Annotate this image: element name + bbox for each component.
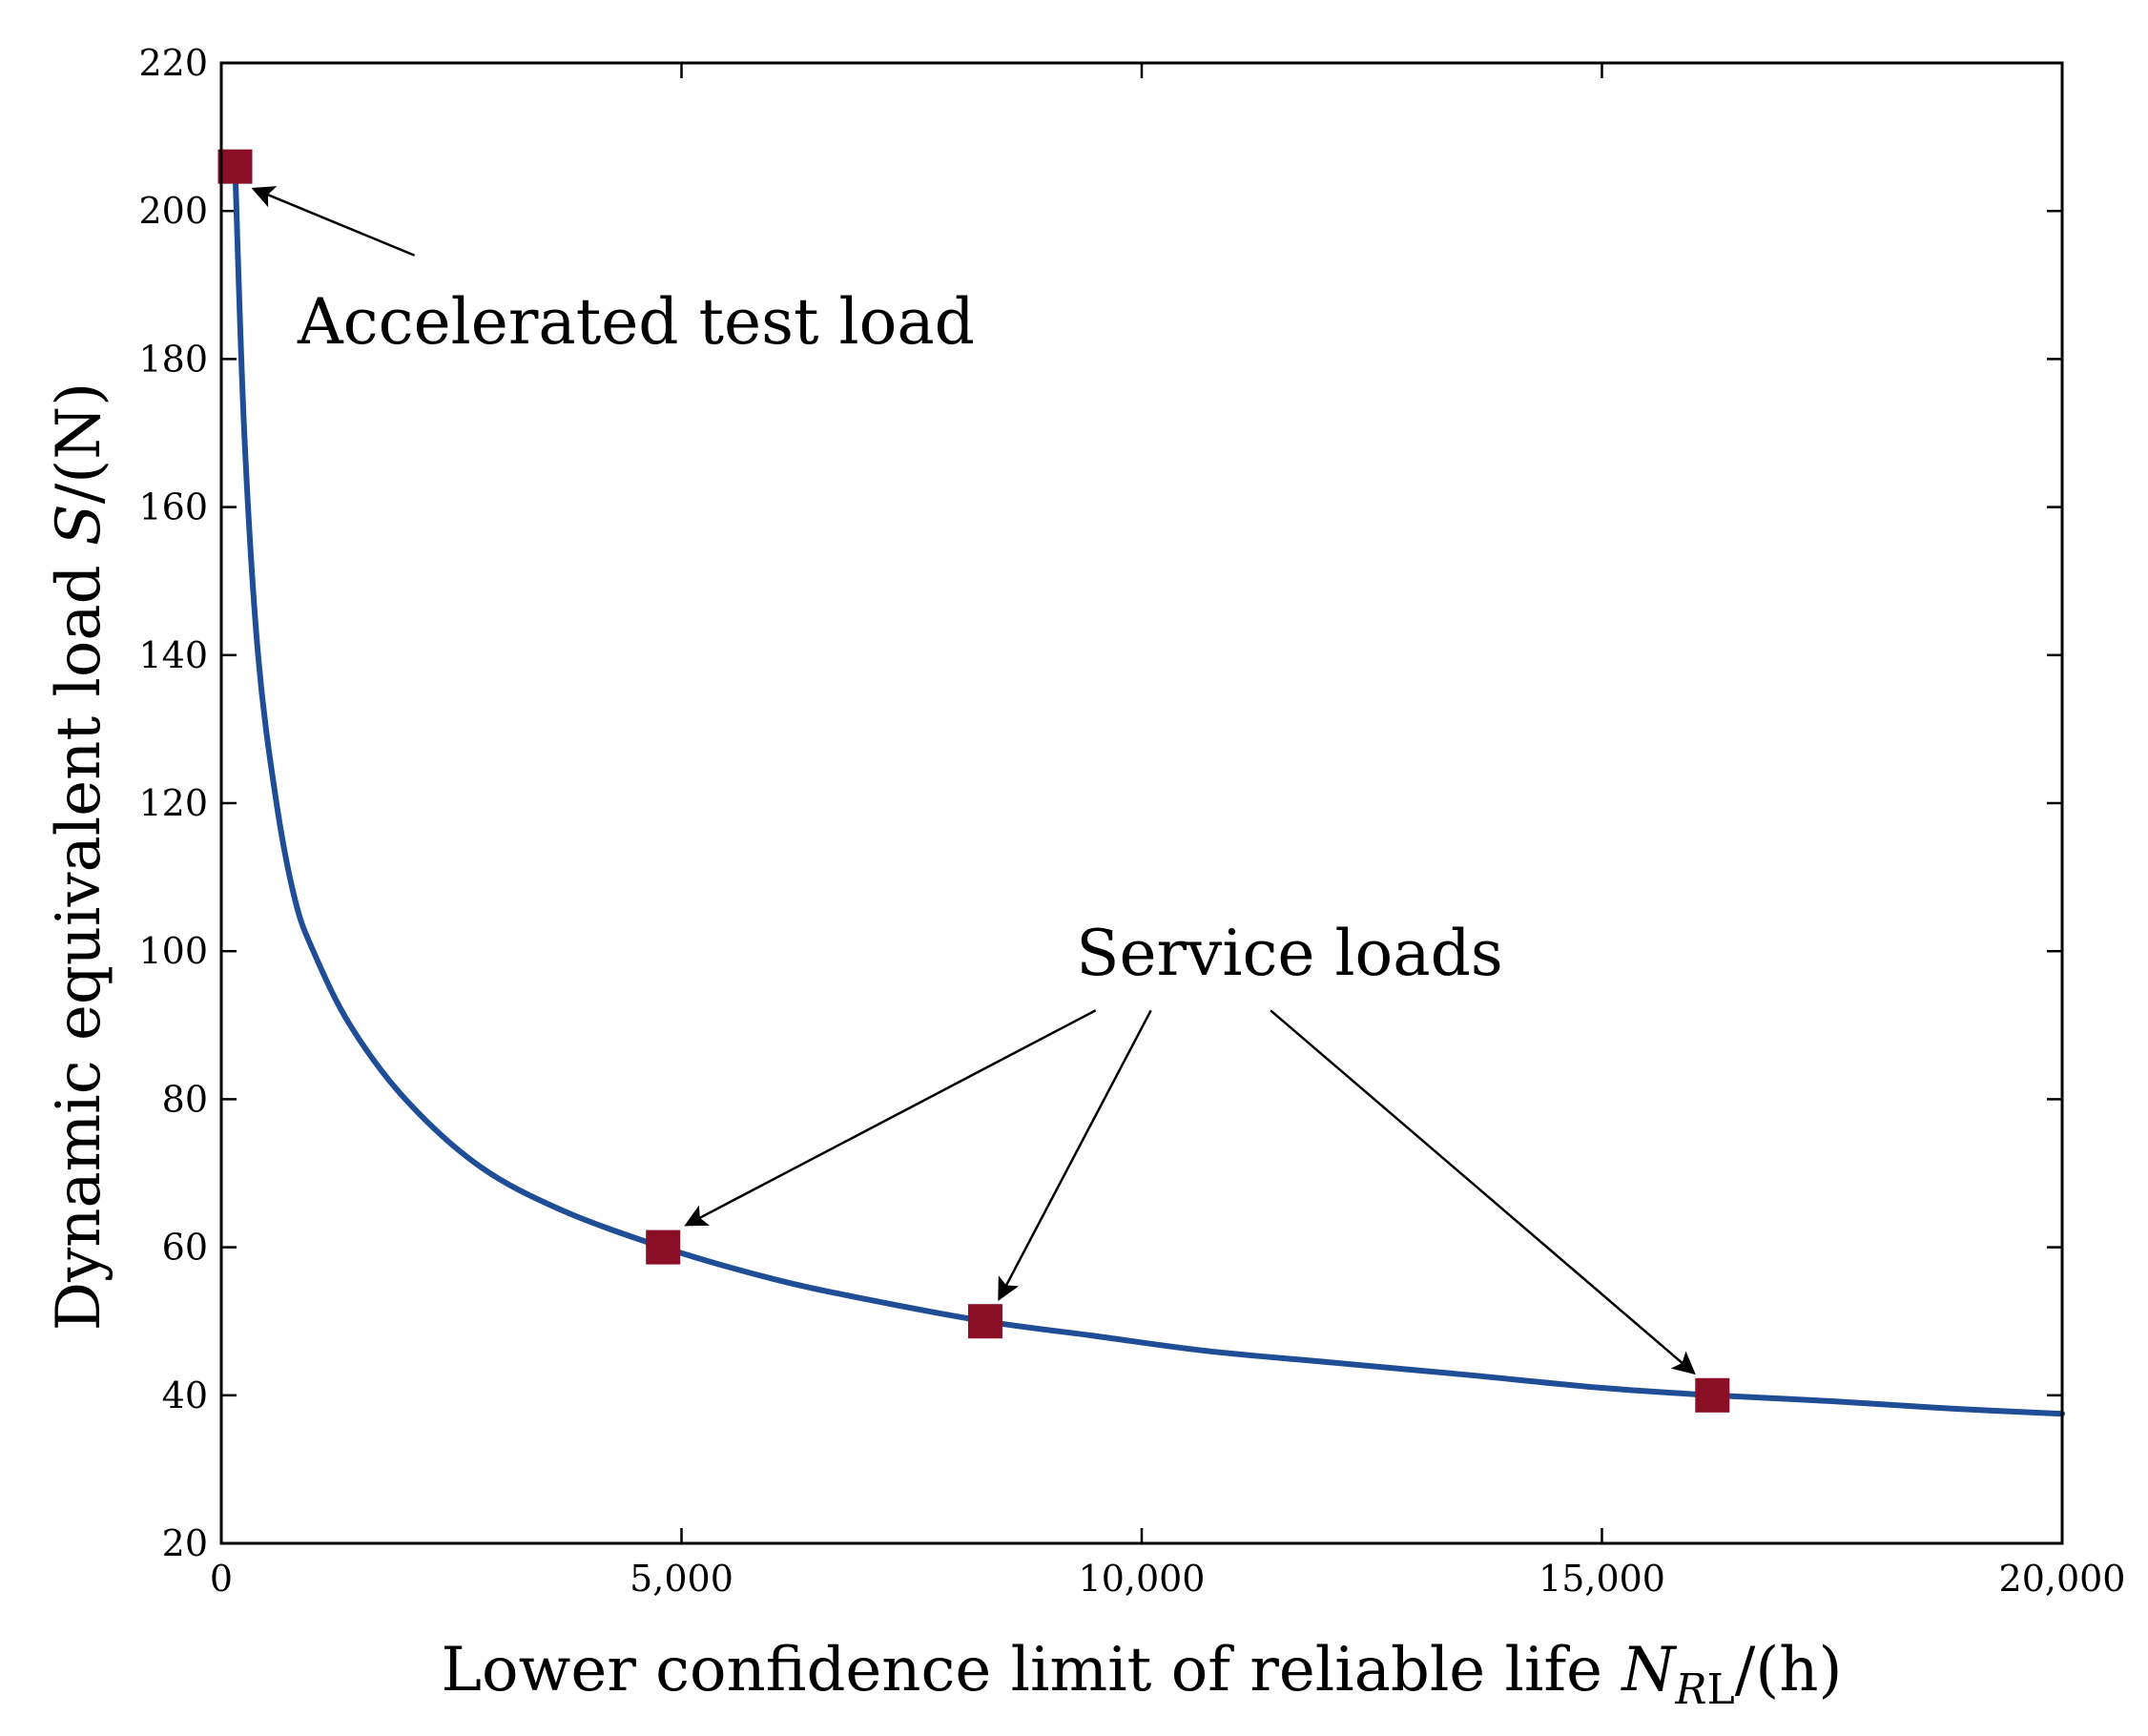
y-tick-label: 120 — [138, 782, 208, 824]
x-axis-title-suffix: /(h) — [1735, 1635, 1843, 1705]
y-tick-label: 60 — [162, 1227, 208, 1269]
x-axis-title-subscript-l: L — [1707, 1665, 1735, 1714]
marker-accelerated-test-load — [217, 149, 253, 184]
y-axis-title: Dynamic equivalent load S/(N) — [44, 382, 114, 1331]
annotation-arrow — [998, 1009, 1152, 1302]
y-tick-label: 100 — [138, 930, 208, 972]
y-tick-label: 200 — [138, 190, 208, 232]
y-axis-title-symbol: S — [44, 504, 114, 546]
marker-service-load-3 — [1695, 1377, 1730, 1413]
x-tick-label: 5,000 — [630, 1558, 733, 1600]
annotation-arrow — [684, 1009, 1097, 1227]
y-tick-label: 180 — [138, 338, 208, 380]
y-tick-label: 80 — [162, 1078, 208, 1120]
y-tick-label: 220 — [138, 42, 208, 84]
x-axis-title-symbol: N — [1620, 1635, 1677, 1705]
markers-layer — [217, 149, 1730, 1413]
plot-frame — [219, 61, 2064, 1545]
y-axis-title-prefix: Dynamic equivalent load — [44, 546, 114, 1331]
y-tick-label: 160 — [138, 486, 208, 528]
y-tick-label: 140 — [138, 634, 208, 676]
arrows-layer — [251, 186, 1696, 1375]
x-tick-label: 20,000 — [1999, 1558, 2126, 1600]
series-line — [232, 163, 2065, 1417]
x-axis-title-subscript-r: R — [1674, 1665, 1706, 1714]
x-tick-label: 0 — [210, 1558, 233, 1600]
marker-service-load-1 — [646, 1230, 681, 1265]
y-axis-title-suffix: /(N) — [44, 382, 114, 505]
annotation-service-loads: Service loads — [1076, 917, 1503, 990]
y-tick-label: 20 — [162, 1522, 208, 1564]
annotation-arrow — [251, 186, 416, 257]
x-axis-title: Lower confidence limit of reliable life … — [442, 1635, 1843, 1714]
tick-labels: 0 5,000 10,000 15,000 20,000 20 40 60 80 100 120 14… — [138, 42, 2125, 1600]
x-tick-label: 15,000 — [1539, 1558, 1665, 1600]
annotation-arrow — [1270, 1009, 1696, 1375]
marker-service-load-2 — [967, 1304, 1002, 1339]
curve-layer — [232, 163, 2065, 1417]
x-tick-label: 10,000 — [1079, 1558, 1206, 1600]
x-axis-title-prefix: Lower confidence limit of reliable life — [442, 1635, 1622, 1705]
y-tick-label: 40 — [162, 1374, 208, 1416]
annotation-accelerated-test-load: Accelerated test load — [297, 285, 975, 359]
